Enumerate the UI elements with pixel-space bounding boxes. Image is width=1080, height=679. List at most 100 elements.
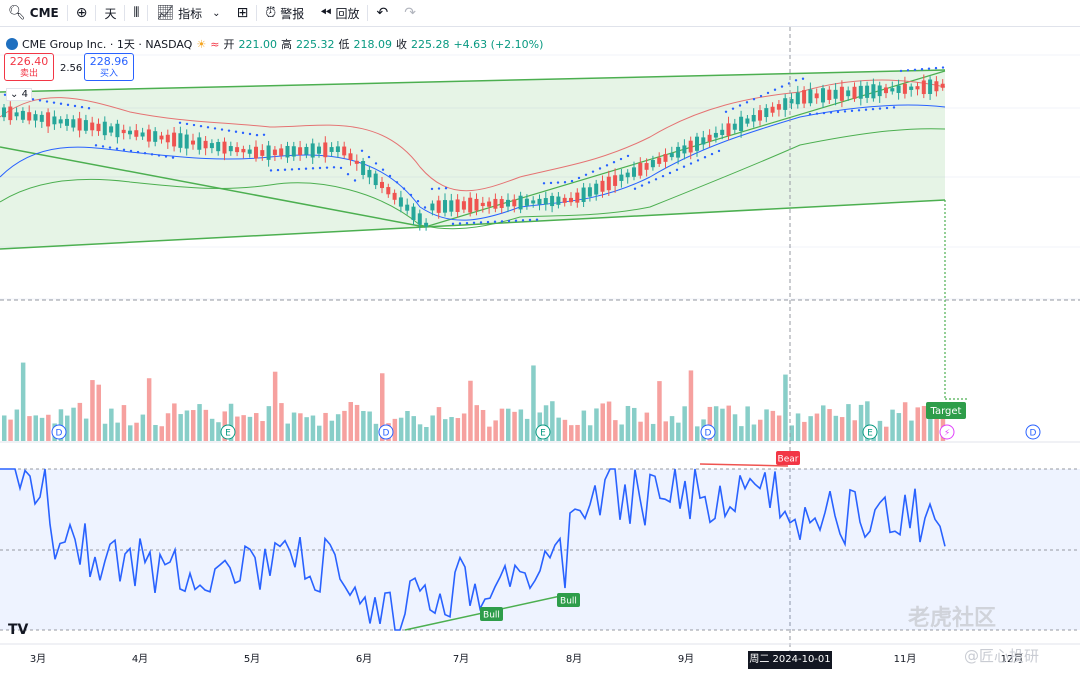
candle-body xyxy=(600,180,605,192)
candle-body xyxy=(430,203,435,211)
volume-bar xyxy=(46,414,51,441)
interval-button[interactable]: 天 xyxy=(96,0,124,26)
sar-dot xyxy=(675,168,679,172)
symbol-search[interactable]: 🔍︎ CME xyxy=(0,0,67,26)
event-badge-e[interactable] xyxy=(535,424,551,440)
candle-body xyxy=(172,132,177,147)
volume-bar xyxy=(424,426,429,441)
symbol-label: CME xyxy=(29,6,59,20)
sar-dot xyxy=(234,130,238,133)
sar-dot xyxy=(192,123,196,127)
price-chart[interactable]: Target D E D E D E D ⚡ Bear Bull Bull 3月 4月 5月 6月 7月 8月 9月… xyxy=(0,27,1080,679)
open-value: 221.00 xyxy=(238,37,277,51)
sar-dot xyxy=(878,107,882,110)
volume-bar xyxy=(348,402,353,441)
candle-body xyxy=(46,112,51,127)
candle-body xyxy=(764,108,769,118)
candle-body xyxy=(587,187,592,197)
replay-button[interactable]: ⏪︎ 回放 xyxy=(312,0,367,26)
sar-dot xyxy=(794,79,798,82)
undo-button[interactable]: ↶ xyxy=(368,0,396,26)
candle-body xyxy=(2,107,6,118)
volume-bar xyxy=(739,426,744,441)
compare-button[interactable]: ⊕ xyxy=(68,0,96,26)
volume-bar xyxy=(235,416,240,441)
sar-dot xyxy=(717,149,721,153)
candle-body xyxy=(638,162,643,176)
target-badge xyxy=(926,402,966,419)
event-badge-d[interactable] xyxy=(700,424,716,440)
candle-body xyxy=(802,90,807,104)
volume-bar xyxy=(783,374,788,441)
candle-body xyxy=(902,83,907,94)
divider xyxy=(95,5,97,21)
event-badge-e[interactable] xyxy=(862,424,878,440)
event-badge-e[interactable] xyxy=(220,424,236,440)
volume-bar xyxy=(14,409,20,441)
volume-bar xyxy=(285,423,290,441)
sar-dot xyxy=(325,166,329,169)
channel-lower-line xyxy=(0,199,946,250)
buy-button[interactable]: 228.96 买入 xyxy=(84,53,134,81)
sar-dot xyxy=(647,181,651,184)
candle-body xyxy=(367,169,372,178)
candle-body xyxy=(317,146,321,154)
volume-bar xyxy=(695,426,700,441)
low-label: 低 xyxy=(338,38,350,51)
sar-dot xyxy=(108,146,112,149)
volume-bar xyxy=(342,410,347,441)
volume-bar xyxy=(865,401,870,441)
dividend-flash-icon[interactable] xyxy=(939,424,955,440)
candle-body xyxy=(688,140,693,153)
volume-bar xyxy=(877,420,883,441)
sar-dot xyxy=(563,181,567,184)
sar-dot xyxy=(703,156,707,159)
volume-bar xyxy=(764,409,769,441)
redo-button[interactable]: ↷ xyxy=(396,0,424,26)
volume-bar xyxy=(915,407,920,441)
candle-body xyxy=(493,198,498,209)
indicators-button[interactable]: 📈︎ 指标 ⌄ xyxy=(148,0,228,26)
volume-bar xyxy=(852,420,857,441)
grid-icon: ⊞ xyxy=(236,5,249,21)
replay-label: 回放 xyxy=(335,6,360,21)
redo-icon: ↷ xyxy=(404,5,416,21)
bull-badge xyxy=(480,607,503,621)
collapse-indicators-button[interactable]: ⌄ 4 xyxy=(6,88,32,101)
flash-icon: ⚡ xyxy=(944,429,950,439)
volume-bar xyxy=(808,416,813,441)
volume-bar xyxy=(461,413,467,441)
top-toolbar: 🔍︎ CME ⊕ 天 ⫴ 📈︎ 指标 ⌄ ⊞ ⏰︎ 警报 ⏪︎ 回放 ↶ ↷ xyxy=(0,0,1080,27)
event-badge-d[interactable] xyxy=(1025,424,1041,440)
candle-body xyxy=(884,87,888,94)
volume-bar xyxy=(109,408,114,441)
target-label: Target xyxy=(930,406,962,417)
candle-body xyxy=(606,176,611,191)
candle-body xyxy=(770,106,775,113)
x-axis-tick-label: 4月 xyxy=(132,653,148,665)
layout-button[interactable]: ⊞ xyxy=(229,0,257,26)
sar-dot xyxy=(829,111,833,114)
sar-dot xyxy=(206,126,210,129)
candle-body xyxy=(518,195,523,210)
sar-dot xyxy=(304,167,308,170)
sar-dot xyxy=(549,181,553,185)
volume-bar xyxy=(587,425,593,441)
sar-dot xyxy=(241,131,245,135)
volume-bar xyxy=(726,405,731,441)
volume-bar xyxy=(474,405,479,441)
event-badge-d[interactable] xyxy=(51,424,67,440)
volume-bar xyxy=(487,426,492,441)
volume-bar xyxy=(644,412,650,441)
alert-button[interactable]: ⏰︎ 警报 xyxy=(257,0,312,26)
sar-dot xyxy=(773,88,777,91)
event-badge-d[interactable] xyxy=(378,424,394,440)
volume-bar xyxy=(613,420,618,441)
sar-dot xyxy=(556,181,560,184)
sell-button[interactable]: 226.40 卖出 xyxy=(4,53,54,81)
sar-dot xyxy=(689,162,693,165)
undo-icon: ↶ xyxy=(376,5,389,21)
event-badge-label: D xyxy=(383,429,390,439)
chart-type-button[interactable]: ⫴ xyxy=(125,0,147,26)
sar-dot xyxy=(80,105,84,109)
